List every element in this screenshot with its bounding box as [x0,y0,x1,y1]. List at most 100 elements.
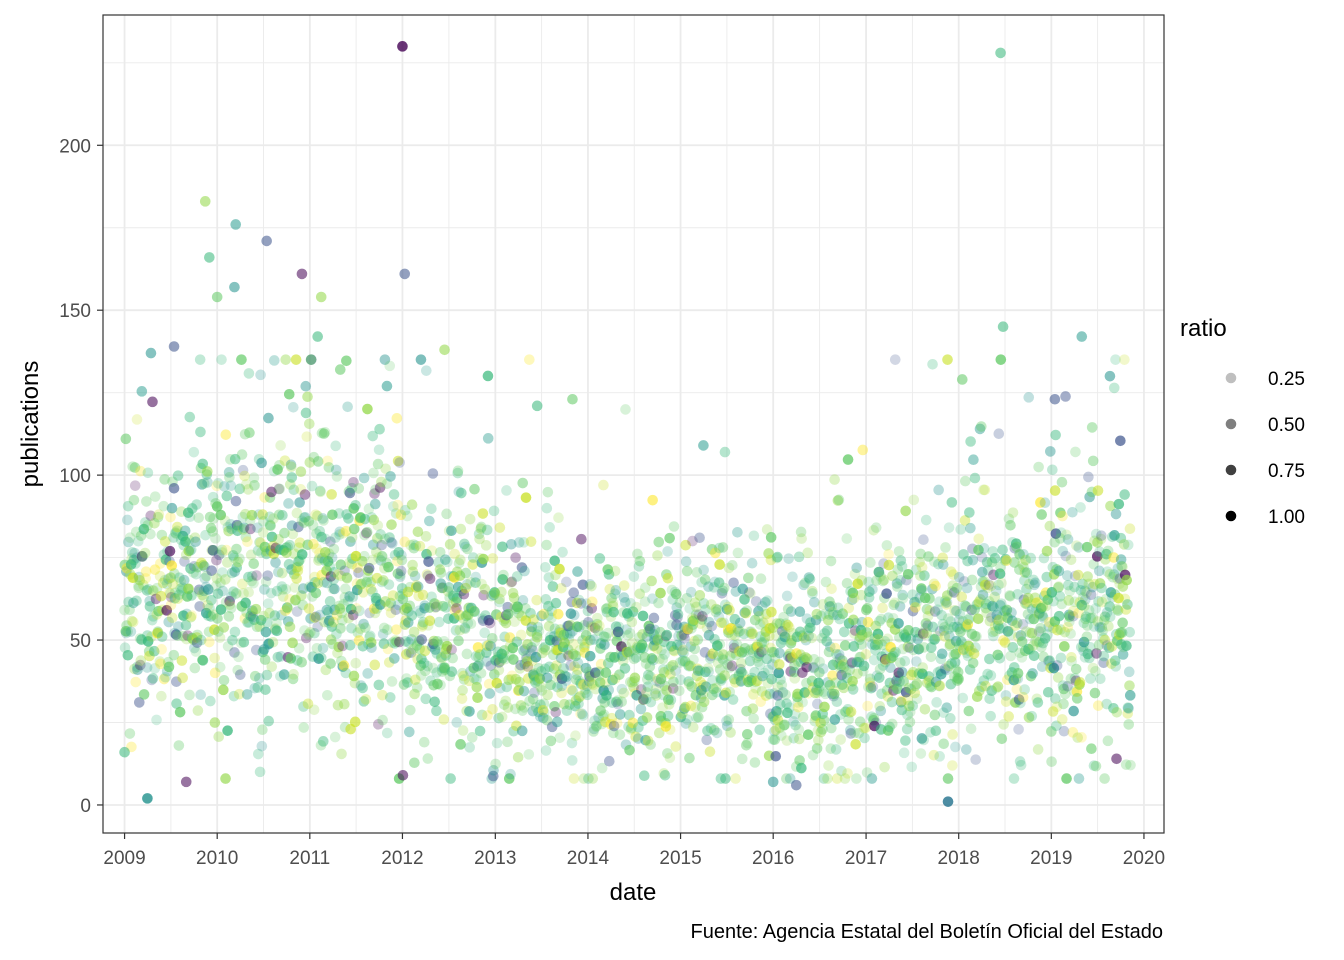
data-point [220,574,231,585]
data-point [518,537,530,548]
data-point [970,754,982,765]
data-point [277,584,288,595]
data-point [781,773,792,784]
data-point [292,655,303,666]
data-point [154,570,166,582]
data-point [730,677,741,688]
data-point [849,568,861,580]
data-point [460,541,471,553]
data-point [803,630,815,642]
data-point [245,549,257,561]
x-tick-label: 2016 [752,848,794,869]
data-point [722,601,734,613]
data-point [377,689,388,701]
data-point [589,715,600,727]
data-point [774,618,786,629]
data-point [326,552,338,563]
data-point [292,565,304,576]
data-point [229,647,240,658]
data-point [431,635,443,647]
data-point [515,629,527,641]
data-point [832,495,844,506]
data-point [709,724,720,736]
data-point [468,662,480,674]
data-point [662,572,674,584]
data-point [1083,471,1094,483]
data-point [411,580,422,591]
data-point [696,576,707,588]
data-point [305,626,316,638]
data-point [149,564,161,575]
data-point [201,466,213,477]
data-point [212,588,224,599]
data-point [621,646,633,658]
data-point [697,688,709,700]
data-point [317,736,329,747]
data-point [652,550,663,561]
data-point [717,542,729,553]
data-point [122,514,133,526]
data-point [662,546,673,557]
data-point [256,457,267,469]
data-point [588,634,600,645]
data-point [607,674,618,686]
data-point [648,640,659,652]
data-point [138,523,150,535]
data-point [587,773,599,784]
data-point [311,642,323,654]
data-point [444,592,455,603]
data-point [298,517,310,528]
data-point [580,687,591,699]
data-point [574,675,585,687]
data-point [942,773,954,784]
data-point [450,625,462,636]
data-point [276,567,288,579]
data-point [513,685,524,696]
data-point [569,661,580,672]
data-point [502,608,514,620]
data-point [817,599,829,610]
data-point [458,670,469,682]
data-point [168,482,180,494]
data-point [728,639,740,651]
data-point [261,235,272,247]
data-point [897,593,909,604]
data-point [571,597,583,609]
data-point [522,661,534,673]
data-point [938,738,950,750]
data-point [829,474,840,485]
data-point [494,522,506,533]
data-point [313,653,325,664]
data-point [474,725,486,737]
data-point [839,773,851,784]
data-point [562,649,574,660]
legend-label: 1.00 [1268,507,1305,528]
data-point [178,574,190,586]
data-point [361,577,372,588]
data-point [216,354,227,365]
data-point [770,750,782,762]
data-point [310,611,322,623]
data-point [300,407,312,419]
data-point [616,683,628,695]
data-point [149,491,161,502]
data-point [671,602,683,613]
data-point [793,724,805,735]
data-point [450,596,462,608]
data-point [803,572,815,583]
data-point [717,585,728,597]
data-point [281,547,292,559]
data-point [124,532,136,543]
data-point [805,617,816,628]
data-point [687,619,699,630]
data-point [172,593,184,604]
data-point [415,670,427,681]
data-point [259,654,271,665]
data-point [188,446,200,458]
data-point [839,640,851,651]
data-point [774,722,786,734]
data-point [522,661,534,672]
data-point [350,657,362,669]
data-point [413,590,424,602]
data-point [259,541,271,553]
